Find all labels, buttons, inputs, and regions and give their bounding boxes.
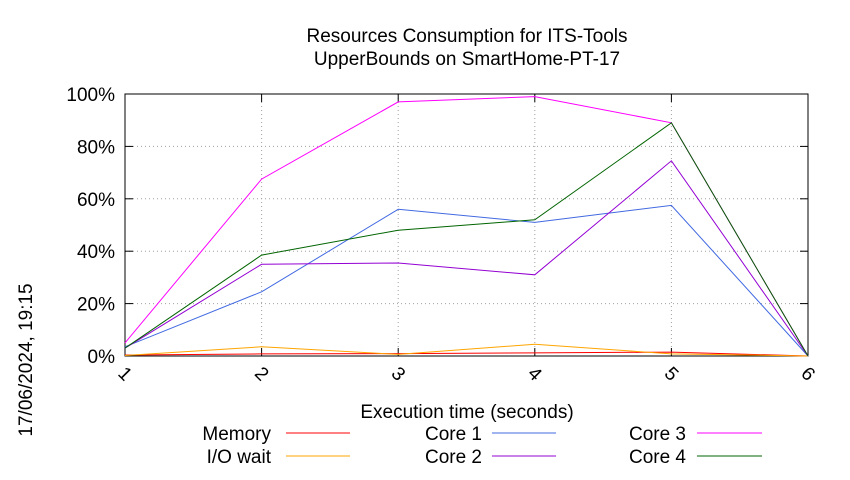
y-tick-label: 80%	[77, 137, 115, 158]
axes: 0% 20% 40% 60% 80% 100% 1 2 3 4 5 6	[66, 85, 818, 386]
y-tick-label: 60%	[77, 190, 115, 211]
series-line-core-4	[124, 122, 809, 357]
x-tick-label: 4	[523, 363, 546, 386]
series-line-memory	[124, 351, 809, 357]
x-tick-label: 5	[660, 363, 682, 385]
x-tick-label: 1	[113, 363, 135, 385]
series-line-i-o-wait	[124, 343, 809, 357]
plot-border	[124, 93, 809, 357]
y-tick-label: 20%	[77, 295, 115, 316]
series-line-core-1	[124, 204, 809, 357]
y-tick-label: 40%	[77, 242, 115, 263]
legend-label-core-4: Core 4	[629, 447, 686, 468]
x-axis-label: Execution time (seconds)	[360, 402, 573, 423]
series-line-core-3	[124, 96, 809, 357]
chart-title-line1: Resources Consumption for ITS-Tools	[306, 26, 627, 47]
chart-title-line2: UpperBounds on SmartHome-PT-17	[314, 49, 620, 70]
y-tick-label: 100%	[66, 85, 115, 106]
x-tick-label: 6	[796, 363, 818, 385]
legend-label-core-3: Core 3	[629, 424, 686, 445]
timestamp-label: 17/06/2024, 19:15	[16, 283, 37, 436]
legend-label-core-2: Core 2	[425, 447, 482, 468]
legend-label-core-1: Core 1	[425, 424, 482, 445]
legend-label-memory: Memory	[202, 424, 271, 445]
x-tick-label: 2	[250, 363, 272, 385]
y-tick-label: 0%	[88, 347, 116, 368]
x-tick-label: 3	[387, 363, 409, 385]
series-lines	[124, 96, 809, 357]
series-line-core-2	[124, 160, 809, 357]
legend-label-i-o-wait: I/O wait	[207, 447, 272, 468]
